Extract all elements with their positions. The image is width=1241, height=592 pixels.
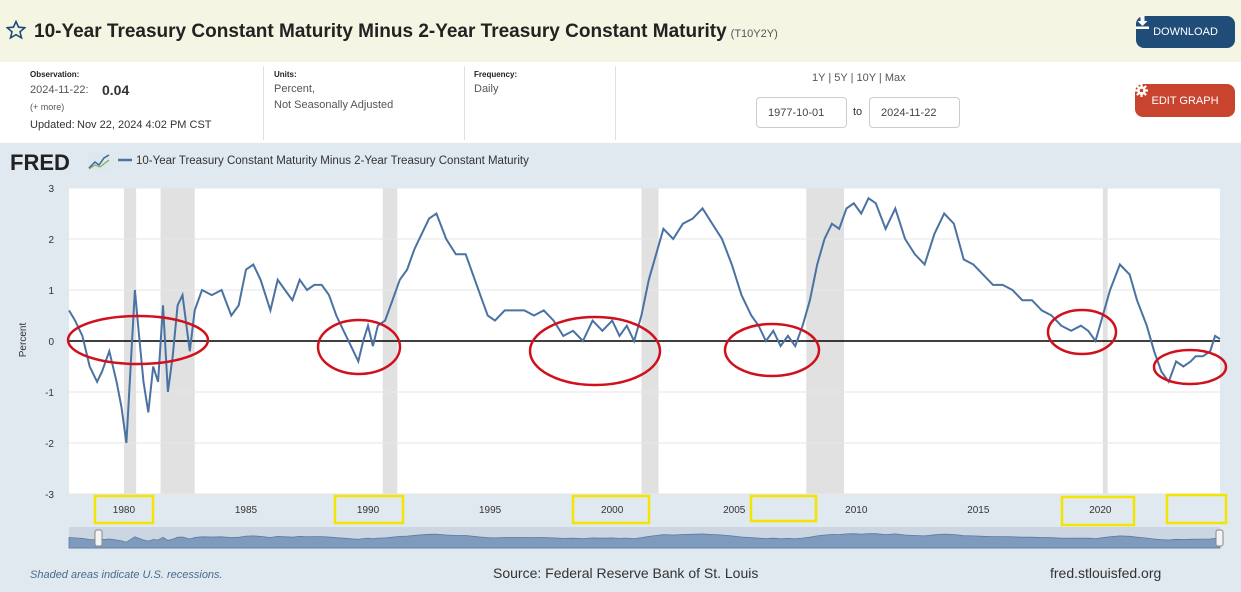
annotation-circle (66, 314, 210, 366)
annotation-box (333, 494, 405, 525)
title-bar: 10-Year Treasury Constant Maturity Minus… (0, 0, 1241, 62)
frequency-value: Daily (474, 83, 499, 95)
y-tick-label: 0 (48, 337, 54, 348)
annotation-box (1060, 495, 1136, 527)
source-text: Source: Federal Reserve Bank of St. Loui… (493, 565, 759, 581)
y-axis-label: Percent (18, 323, 29, 358)
site-link[interactable]: fred.stlouisfed.org (1050, 565, 1162, 581)
units-line2: Not Seasonally Adjusted (274, 99, 394, 111)
observation-panel: Observation: 2024-11-22: 0.04 (+ more) U… (30, 62, 260, 142)
more-link[interactable]: (+ more) (30, 102, 65, 112)
page-title: 10-Year Treasury Constant Maturity Minus… (34, 21, 778, 43)
fred-logo-text: FRED (10, 150, 70, 175)
meta-divider (464, 66, 465, 140)
download-label: DOWNLOAD (1153, 26, 1218, 38)
units-panel: Units: Percent, Not Seasonally Adjusted (274, 62, 454, 142)
gear-icon (1135, 84, 1148, 97)
range-1y[interactable]: 1Y (812, 72, 826, 84)
annotation-box (1165, 493, 1228, 525)
annotation-circle (316, 318, 402, 376)
observation-label: Observation: (30, 70, 80, 79)
x-tick-labels: 1980 1985 1990 1995 2000 2005 2010 2015 2020 (113, 505, 1112, 516)
x-tick-label: 1985 (235, 505, 258, 516)
series-title: 10-Year Treasury Constant Maturity Minus… (34, 21, 727, 42)
start-date-input[interactable]: 1977-10-01 (756, 97, 847, 128)
star-icon[interactable] (6, 20, 26, 40)
range-5y[interactable]: 5Y (834, 72, 848, 84)
updated-label: Updated: (30, 119, 75, 131)
navigator-series (68, 533, 1221, 549)
x-tick-label: 1990 (357, 505, 380, 516)
x-tick-label: 1995 (479, 505, 502, 516)
units-label: Units: (274, 70, 297, 79)
x-tick-label: 2015 (967, 505, 990, 516)
range-10y[interactable]: 10Y (856, 72, 876, 84)
range-navigator[interactable] (68, 527, 1224, 549)
annotation-box (93, 494, 155, 525)
y-tick-label: -3 (45, 490, 54, 501)
y-tick-label: -2 (45, 439, 54, 450)
annotation-circle (723, 322, 821, 378)
frequency-label: Frequency: (474, 70, 518, 79)
fred-logo: FRED (10, 150, 110, 175)
annotation-circle (528, 315, 662, 387)
edit-graph-button[interactable]: EDIT GRAPH (1135, 84, 1235, 117)
x-tick-label: 2000 (601, 505, 624, 516)
end-date-input[interactable]: 2024-11-22 (869, 97, 960, 128)
updated-value: Nov 22, 2024 4:02 PM CST (77, 119, 212, 131)
download-button[interactable]: DOWNLOAD (1136, 16, 1235, 48)
x-tick-label: 1980 (113, 505, 136, 516)
annotation-box (749, 494, 818, 523)
frequency-panel: Frequency: Daily (474, 62, 604, 142)
x-tick-label: 2010 (845, 505, 868, 516)
y-tick-label: 3 (48, 184, 54, 195)
recession-note: Shaded areas indicate U.S. recessions. (30, 569, 223, 581)
series-code: (T10Y2Y) (730, 28, 778, 40)
range-links: 1Y | 5Y | 10Y | Max (812, 72, 906, 84)
y-tick-labels: 3 2 1 0 -1 -2 -3 (45, 184, 54, 501)
download-icon (1136, 16, 1149, 29)
annotation-circle (1046, 308, 1118, 356)
legend-label: 10-Year Treasury Constant Maturity Minus… (136, 155, 529, 167)
navigator-handle-right[interactable] (1215, 529, 1224, 547)
range-max[interactable]: Max (884, 72, 906, 84)
observation-value: 0.04 (102, 82, 130, 98)
x-tick-label: 2005 (723, 505, 746, 516)
meta-divider (615, 66, 616, 140)
x-tick-label: 2020 (1089, 505, 1112, 516)
annotation-box (571, 494, 651, 525)
to-label: to (853, 106, 863, 118)
grid-lines (69, 187, 1220, 495)
meta-divider (263, 66, 264, 140)
fred-logo-icon (88, 153, 110, 170)
observation-date: 2024-11-22: (30, 84, 89, 96)
y-tick-label: 1 (48, 286, 54, 297)
series-line (68, 196, 1221, 444)
edit-graph-label: EDIT GRAPH (1151, 94, 1219, 107)
units-line1: Percent, (274, 83, 315, 95)
navigator-handle-left[interactable] (94, 529, 103, 547)
annotations (66, 308, 1228, 527)
annotation-circle (1152, 348, 1228, 386)
y-tick-label: 2 (48, 235, 54, 246)
y-tick-label: -1 (45, 388, 54, 399)
